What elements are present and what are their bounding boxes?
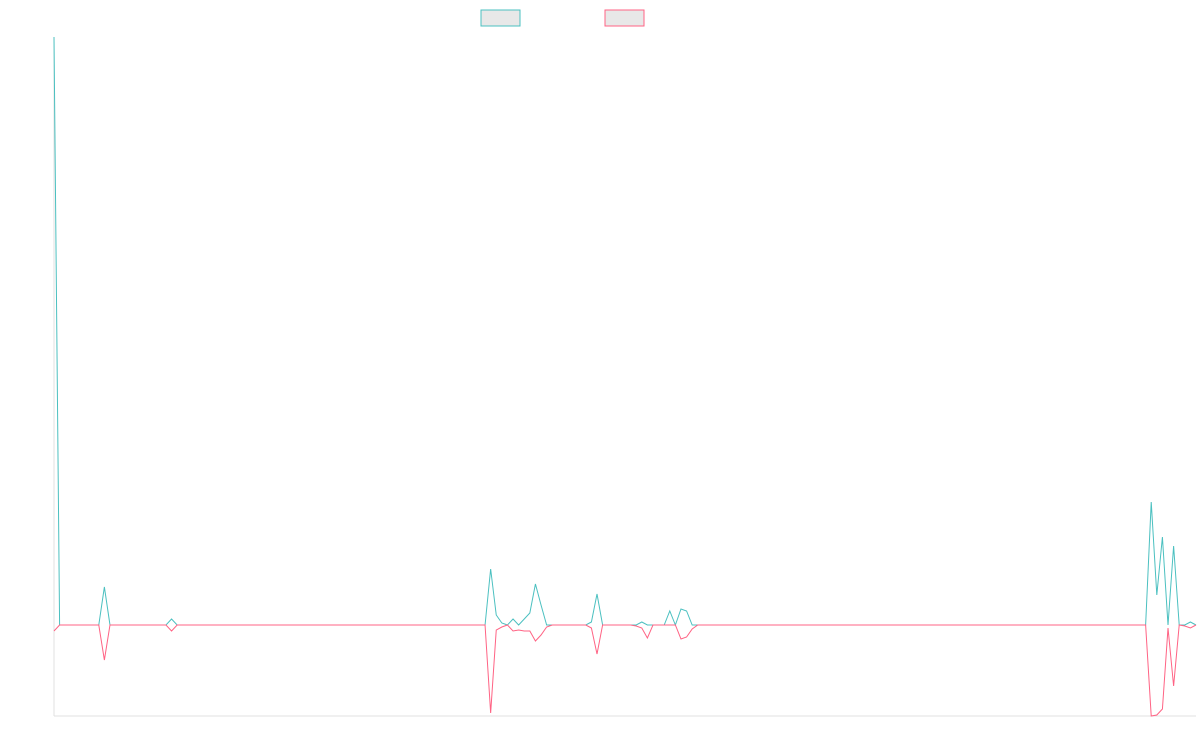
data-line bbox=[53, 36, 1197, 627]
legend-swatch bbox=[604, 9, 645, 27]
legend-swatch bbox=[480, 9, 521, 27]
data-line bbox=[53, 624, 1197, 717]
